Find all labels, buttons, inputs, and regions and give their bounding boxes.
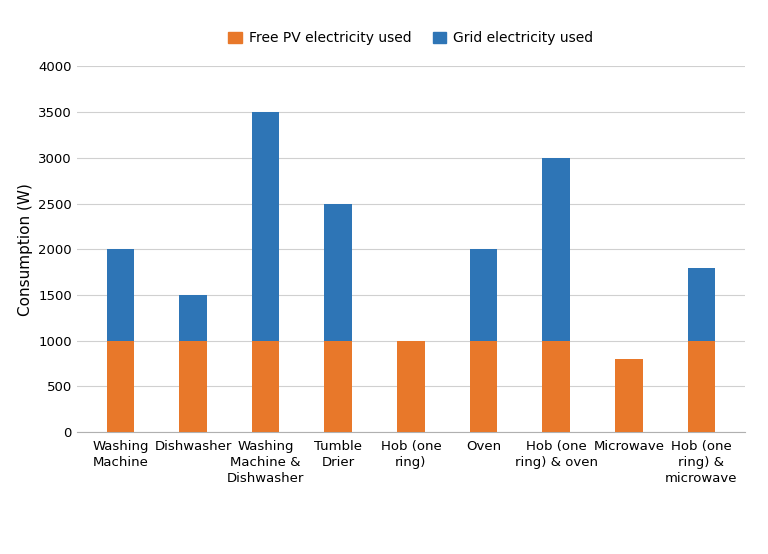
Bar <box>324 204 352 341</box>
Bar <box>687 268 715 341</box>
Bar <box>252 112 280 341</box>
Bar <box>107 249 134 341</box>
Bar <box>615 359 643 432</box>
Bar <box>542 341 570 432</box>
Bar <box>252 341 280 432</box>
Bar <box>542 158 570 341</box>
Bar <box>397 341 425 432</box>
Bar <box>687 341 715 432</box>
Bar <box>107 341 134 432</box>
Y-axis label: Consumption (W): Consumption (W) <box>18 183 32 316</box>
Bar <box>179 295 207 341</box>
Bar <box>324 341 352 432</box>
Legend: Free PV electricity used, Grid electricity used: Free PV electricity used, Grid electrici… <box>223 26 599 51</box>
Bar <box>470 341 498 432</box>
Bar <box>179 341 207 432</box>
Bar <box>470 249 498 341</box>
